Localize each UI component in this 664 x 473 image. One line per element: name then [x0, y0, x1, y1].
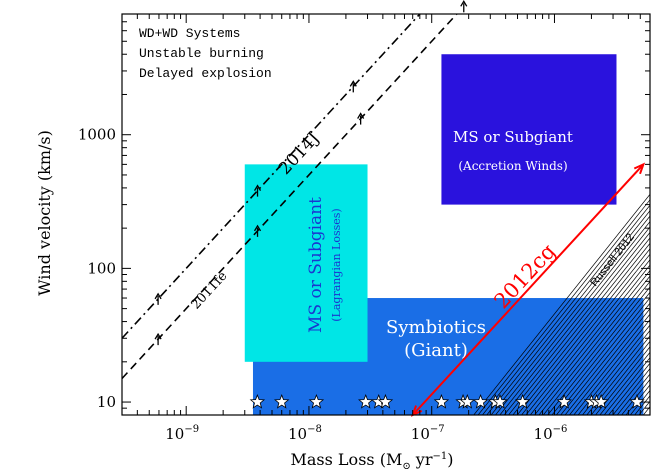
- russell-line: [564, 308, 650, 415]
- star-marker: [377, 393, 394, 409]
- russell-line: [577, 324, 650, 415]
- x-tick-label: 10−9: [165, 424, 199, 443]
- russell-line: [495, 220, 650, 415]
- plot-frame: [121, 13, 651, 416]
- russell-line: [508, 237, 650, 415]
- russell-line: [516, 248, 650, 415]
- arrow-head: [253, 224, 262, 232]
- russell-line: [590, 340, 650, 415]
- russell-line: [503, 231, 650, 415]
- y-axis-label: Wind velocity (km/s): [35, 130, 54, 296]
- russell-line: [512, 242, 650, 415]
- symbiotics-label: Symbiotics: [386, 317, 486, 338]
- russell-line: [586, 335, 650, 415]
- region-ms-accretion: [441, 54, 617, 205]
- russell-line: [569, 313, 650, 415]
- russell-line: [490, 215, 650, 415]
- russell-line: [534, 269, 650, 415]
- russell-line: [595, 346, 650, 415]
- russell-line: [551, 291, 650, 415]
- russell-line: [560, 302, 650, 415]
- stars-layer: [249, 393, 645, 409]
- russell-line: [538, 275, 650, 415]
- russell-line: [477, 199, 650, 415]
- labels-layer: WD+WD Systems Unstable burning Delayed e…: [35, 26, 454, 472]
- russell-line: [643, 406, 650, 415]
- label-russell-2012: Russell 2012: [588, 231, 637, 289]
- arrow-head: [349, 80, 357, 87]
- russell-line: [482, 204, 650, 415]
- giant-label: (Giant): [404, 340, 468, 361]
- legend-line-3: Delayed explosion: [139, 66, 272, 81]
- arrow-2012cg-end: [633, 162, 646, 175]
- y-tick-label: 10: [97, 393, 116, 411]
- x-tick-label: 10−7: [411, 424, 445, 443]
- legend-line-2: Unstable burning: [139, 46, 264, 61]
- lagrangian-region-subtitle: (Lagrangian Losses): [330, 208, 343, 321]
- star-marker: [556, 393, 572, 409]
- star-marker: [472, 393, 489, 409]
- label-2011fe: 2011fe: [188, 269, 230, 313]
- arrow-head: [460, 0, 468, 7]
- y-tick-label: 1000: [78, 126, 116, 144]
- line-2014J: [122, 14, 421, 339]
- russell-line: [599, 351, 650, 415]
- russell-2012-lines: [473, 193, 650, 415]
- star-marker: [358, 393, 374, 409]
- lagrangian-region-title: MS or Subgiant: [306, 197, 326, 333]
- russell-line: [556, 297, 650, 415]
- region-ms-lagrangian: [244, 164, 368, 362]
- legend-line-1: WD+WD Systems: [139, 26, 240, 41]
- star-marker: [514, 393, 531, 409]
- arrow-head: [357, 112, 365, 119]
- arrow-head: [253, 184, 262, 191]
- russell-line: [582, 329, 650, 415]
- y-tick-label: 100: [87, 259, 116, 277]
- russell-line: [547, 286, 650, 415]
- star-marker: [492, 393, 508, 409]
- star-marker: [274, 393, 290, 409]
- russell-line: [499, 226, 650, 415]
- russell-line: [543, 280, 650, 415]
- star-marker: [249, 393, 266, 409]
- star-marker: [629, 393, 645, 409]
- star-marker: [459, 393, 476, 409]
- russell-line: [603, 357, 650, 415]
- x-tick-label: 10−8: [288, 424, 322, 443]
- star-marker: [433, 393, 450, 409]
- star-marker: [308, 393, 325, 409]
- russell-line: [525, 259, 650, 415]
- russell-line: [473, 193, 650, 415]
- accretion-region-subtitle: (Accretion Winds): [458, 159, 567, 173]
- x-axis-label: Mass Loss (M⊙ yr−1): [291, 450, 454, 472]
- russell-line: [530, 264, 650, 415]
- sn-lines-clipped: [122, 14, 458, 380]
- regions-layer: [244, 54, 644, 415]
- russell-line: [521, 253, 650, 415]
- axes-layer: 10−9 10−8 10−7 10−6 10 100 1000: [78, 13, 651, 443]
- line-2012cg: [411, 163, 645, 416]
- accretion-region-title: MS or Subgiant: [453, 128, 573, 146]
- russell-line: [573, 319, 650, 415]
- arrow-head: [154, 332, 162, 340]
- russell-line: [486, 210, 650, 415]
- x-tick-label: 10−6: [534, 424, 568, 443]
- star-marker: [593, 393, 609, 409]
- arrow-head: [154, 292, 162, 300]
